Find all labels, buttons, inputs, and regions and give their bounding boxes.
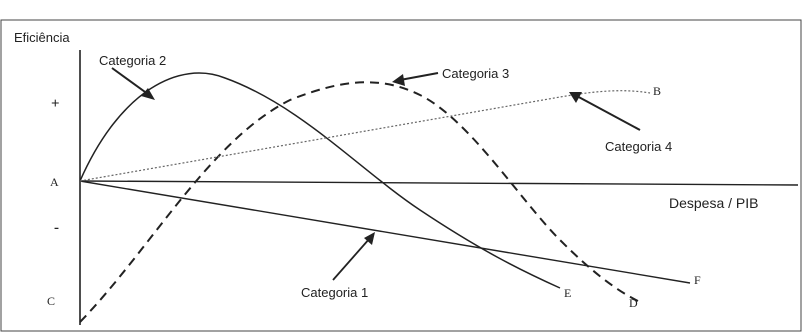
arrow-category-1 bbox=[332, 232, 375, 281]
arrow-category-4 bbox=[569, 92, 641, 131]
point-f-label: F bbox=[694, 273, 701, 287]
point-b-label: B bbox=[653, 84, 661, 98]
x-axis bbox=[79, 180, 799, 186]
point-a-label: A bbox=[50, 175, 59, 189]
point-e-label: E bbox=[564, 286, 571, 300]
point-d-label: D bbox=[629, 296, 638, 310]
x-axis-label: Despesa / PIB bbox=[669, 195, 759, 211]
y-axis-label: Eficiência bbox=[14, 30, 70, 45]
category-1-line bbox=[79, 180, 691, 284]
category-3-label: Categoria 3 bbox=[442, 66, 509, 81]
category-4-line bbox=[79, 90, 651, 182]
category-2-label: Categoria 2 bbox=[99, 53, 166, 68]
category-3-curve bbox=[79, 81, 641, 323]
category-1-label: Categoria 1 bbox=[301, 285, 368, 300]
figure-border bbox=[0, 19, 802, 332]
category-2-curve bbox=[79, 72, 561, 289]
arrow-category-3 bbox=[392, 72, 439, 86]
arrow-category-2 bbox=[111, 67, 155, 100]
minus-sign: - bbox=[54, 220, 59, 236]
plus-sign: + bbox=[51, 96, 60, 112]
point-c-label: C bbox=[47, 294, 55, 308]
category-4-label: Categoria 4 bbox=[605, 139, 672, 154]
top-strip bbox=[0, 0, 803, 3]
